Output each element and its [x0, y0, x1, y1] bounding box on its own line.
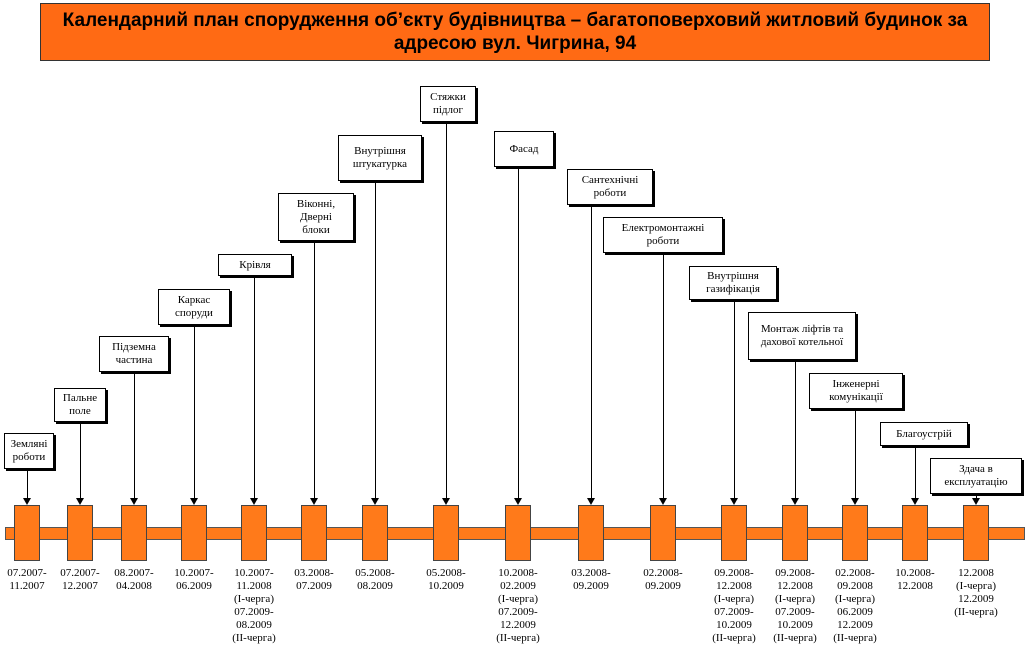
timeline-block — [67, 505, 93, 561]
stage-label: Електромонтажні роботи — [603, 217, 723, 253]
page-title: Календарний план спорудження об’єкту буд… — [62, 10, 968, 54]
arrow-down-icon — [250, 498, 258, 505]
timeline-block — [362, 505, 388, 561]
stage-connector — [194, 325, 195, 498]
stage-dates: 02.2008- 09.2008 (I-черга) 06.2009 12.20… — [833, 567, 877, 644]
stage-dates: 10.2007- 06.2009 — [174, 567, 214, 592]
stage-connector — [134, 372, 135, 498]
stage-label: Каркас споруди — [158, 289, 230, 325]
stage-label: Віконні, Дверні блоки — [278, 193, 354, 241]
timeline-block — [505, 505, 531, 561]
arrow-down-icon — [587, 498, 595, 505]
stage-connector — [375, 181, 376, 498]
stage-label: Земляні роботи — [4, 433, 54, 469]
timeline-block — [650, 505, 676, 561]
stage-connector — [446, 122, 447, 498]
arrow-down-icon — [851, 498, 859, 505]
arrow-down-icon — [190, 498, 198, 505]
timeline-block — [181, 505, 207, 561]
stage-dates: 07.2007- 12.2007 — [60, 567, 100, 592]
stage-dates: 10.2008- 02.2009 (I-черга) 07.2009- 12.2… — [496, 567, 540, 644]
stage-label: Стяжки підлог — [420, 86, 476, 122]
stage-connector — [80, 422, 81, 498]
stage-dates: 10.2007- 11.2008 (I-черга) 07.2009- 08.2… — [232, 567, 276, 644]
stage-label: Крівля — [218, 254, 292, 276]
timeline-block — [902, 505, 928, 561]
timeline-block — [301, 505, 327, 561]
timeline-block — [121, 505, 147, 561]
timeline-block — [14, 505, 40, 561]
stage-connector — [663, 253, 664, 498]
stage-connector — [314, 241, 315, 498]
timeline-block — [241, 505, 267, 561]
stage-connector — [855, 409, 856, 498]
stage-dates: 12.2008 (I-черга) 12.2009 (II-черга) — [954, 567, 998, 618]
arrow-down-icon — [76, 498, 84, 505]
stage-label: Здача в експлуатацію — [930, 458, 1022, 494]
stage-label: Благоустрій — [880, 422, 968, 446]
stage-dates: 02.2008- 09.2009 — [643, 567, 683, 592]
stage-label: Пальне поле — [54, 388, 106, 422]
arrow-down-icon — [514, 498, 522, 505]
timeline-block — [963, 505, 989, 561]
stage-dates: 09.2008- 12.2008 (I-черга) 07.2009- 10.2… — [773, 567, 817, 644]
stage-dates: 05.2008- 08.2009 — [355, 567, 395, 592]
timeline-block — [433, 505, 459, 561]
stage-label: Фасад — [494, 131, 554, 167]
stage-label: Сантехнічні роботи — [567, 169, 653, 205]
stage-label: Внутрішня газифікація — [689, 266, 777, 300]
stage-connector — [27, 469, 28, 498]
arrow-down-icon — [442, 498, 450, 505]
stage-connector — [795, 360, 796, 498]
arrow-down-icon — [659, 498, 667, 505]
stage-connector — [734, 300, 735, 498]
stage-dates: 09.2008- 12.2008 (I-черга) 07.2009- 10.2… — [712, 567, 756, 644]
stage-label: Інженерні комунікації — [809, 373, 903, 409]
arrow-down-icon — [23, 498, 31, 505]
stage-connector — [976, 494, 977, 498]
stage-connector — [915, 446, 916, 498]
stage-dates: 08.2007- 04.2008 — [114, 567, 154, 592]
stage-label: Підземна частина — [99, 336, 169, 372]
stage-dates: 07.2007- 11.2007 — [7, 567, 47, 592]
stage-dates: 03.2008- 09.2009 — [571, 567, 611, 592]
arrow-down-icon — [730, 498, 738, 505]
timeline-block — [578, 505, 604, 561]
stage-dates: 10.2008- 12.2008 — [895, 567, 935, 592]
stage-label: Монтаж ліфтів та дахової котельної — [748, 312, 856, 360]
stage-label: Внутрішня штукатурка — [338, 135, 422, 181]
stage-connector — [254, 276, 255, 498]
arrow-down-icon — [791, 498, 799, 505]
arrow-down-icon — [130, 498, 138, 505]
arrow-down-icon — [310, 498, 318, 505]
timeline-block — [782, 505, 808, 561]
arrow-down-icon — [972, 498, 980, 505]
stage-dates: 05.2008- 10.2009 — [426, 567, 466, 592]
arrow-down-icon — [371, 498, 379, 505]
timeline-block — [721, 505, 747, 561]
title-banner: Календарний план спорудження об’єкту буд… — [40, 3, 990, 61]
arrow-down-icon — [911, 498, 919, 505]
stage-connector — [518, 167, 519, 498]
stage-dates: 03.2008- 07.2009 — [294, 567, 334, 592]
stage-connector — [591, 205, 592, 498]
timeline-block — [842, 505, 868, 561]
